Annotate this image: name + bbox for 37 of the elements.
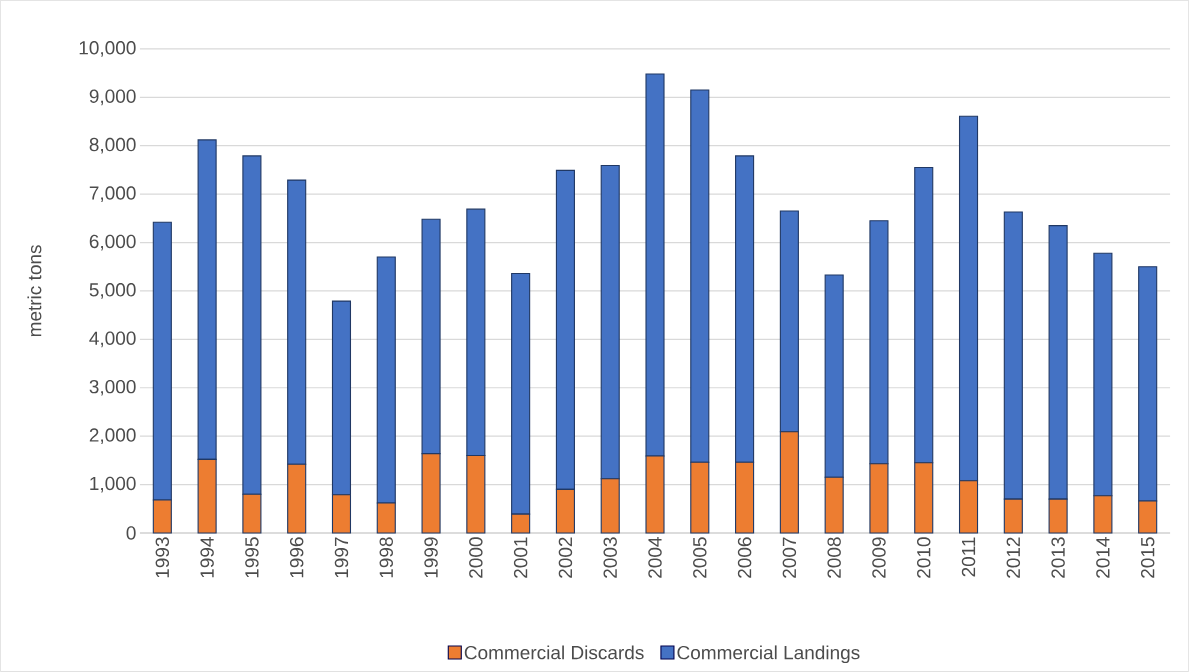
x-tick-label: 1998	[379, 537, 393, 578]
y-tick-label: 6,000	[89, 234, 136, 251]
x-tick-label: 1997	[334, 537, 349, 578]
x-tick-label: 2005	[693, 537, 707, 578]
x-tick-label: 1994	[200, 537, 214, 578]
x-tick-label: 1999	[424, 537, 438, 578]
x-tick-label: 2006	[737, 537, 752, 578]
y-tick-label: 5,000	[89, 283, 136, 299]
legend-label: Commercial Discards	[464, 645, 644, 660]
y-tick-label: 3,000	[89, 379, 136, 396]
legend-label: Commercial Landings	[677, 645, 860, 664]
x-tick-label: 2014	[1096, 537, 1110, 578]
x-tick-label: 2013	[1051, 537, 1065, 578]
x-tick-label: 2001	[513, 537, 528, 578]
x-tick-label: 2007	[782, 537, 797, 578]
x-tick-label: 1996	[289, 537, 304, 578]
x-tick-label: 2011	[961, 537, 976, 577]
y-tick-label: 1,000	[90, 476, 136, 493]
x-tick-label: 1993	[155, 537, 170, 578]
y-tick-label: 10,000	[79, 41, 136, 57]
x-tick-label: 2010	[917, 537, 931, 578]
x-tick-label: 2008	[827, 537, 841, 578]
y-tick-label: 2,000	[89, 428, 136, 445]
y-tick-label: 0	[126, 526, 136, 540]
x-tick-label: 1995	[245, 537, 259, 578]
x-tick-label: 2004	[648, 537, 662, 578]
y-tick-label: 4,000	[89, 331, 136, 348]
y-tick-label: 7,000	[89, 186, 136, 203]
x-tick-label: 2003	[603, 537, 617, 578]
x-tick-label: 2015	[1140, 537, 1155, 578]
y-tick-label: 8,000	[89, 137, 136, 154]
x-tick-label: 2000	[469, 537, 483, 578]
y-axis-title: metric tons	[27, 245, 42, 337]
x-tick-label: 2012	[1006, 537, 1021, 578]
x-tick-label: 2002	[558, 537, 573, 578]
x-tick-label: 2009	[872, 537, 886, 578]
y-tick-label: 9,000	[89, 89, 136, 106]
